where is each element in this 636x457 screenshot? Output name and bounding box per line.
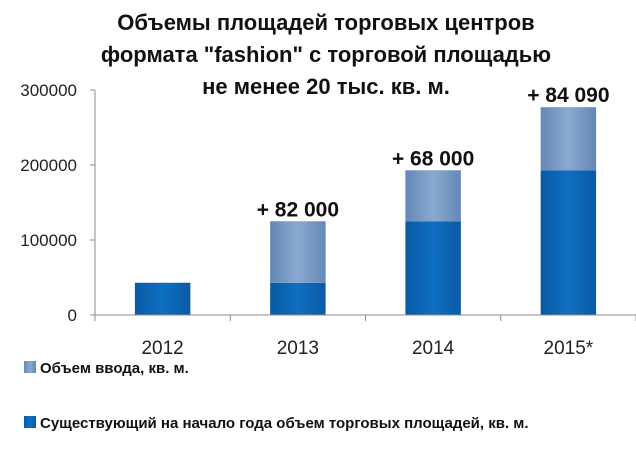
legend-swatch-existing xyxy=(24,416,36,428)
bar-annotation: + 84 090 xyxy=(527,84,609,107)
legend-label-input: Объем ввода, кв. м. xyxy=(40,360,189,377)
title-line-2: формата "fashion" с торговой площадью xyxy=(101,42,551,67)
annotations: + 82 000 + 68 000 + 84 090 xyxy=(257,84,610,221)
bar-existing xyxy=(405,221,461,315)
bar-existing xyxy=(134,282,191,315)
bars xyxy=(134,107,597,315)
y-axis: 0 100000 200000 300000 xyxy=(20,81,96,325)
x-tick-label: 2012 xyxy=(141,338,183,359)
legend-swatch-input xyxy=(24,361,36,373)
bar-input xyxy=(405,170,461,222)
y-tick-label: 0 xyxy=(68,306,77,325)
x-tick-label: 2013 xyxy=(277,338,319,359)
bar-existing xyxy=(540,170,597,315)
y-tick-label: 300000 xyxy=(20,81,77,100)
x-tick-label: 2015* xyxy=(544,338,594,359)
y-tick-label: 200000 xyxy=(20,156,77,175)
bar-input xyxy=(540,107,597,171)
x-tick-label: 2014 xyxy=(412,338,455,359)
title-line-3: не менее 20 тыс. кв. м. xyxy=(202,74,450,99)
x-axis: 2012 2013 2014 2015* xyxy=(94,314,636,359)
legend-label-existing: Существующий на начало года объем торгов… xyxy=(40,415,529,432)
legend: Объем ввода, кв. м. Существующий на нача… xyxy=(24,360,529,432)
bar-annotation: + 82 000 xyxy=(257,198,339,221)
y-tick-label: 100000 xyxy=(20,231,77,250)
bar-input xyxy=(270,221,326,283)
title-line-1: Объемы площадей торговых центров xyxy=(117,10,534,35)
bar-existing xyxy=(270,282,326,315)
chart-title: Объемы площадей торговых центров формата… xyxy=(101,10,551,99)
bar-annotation: + 68 000 xyxy=(392,147,474,170)
